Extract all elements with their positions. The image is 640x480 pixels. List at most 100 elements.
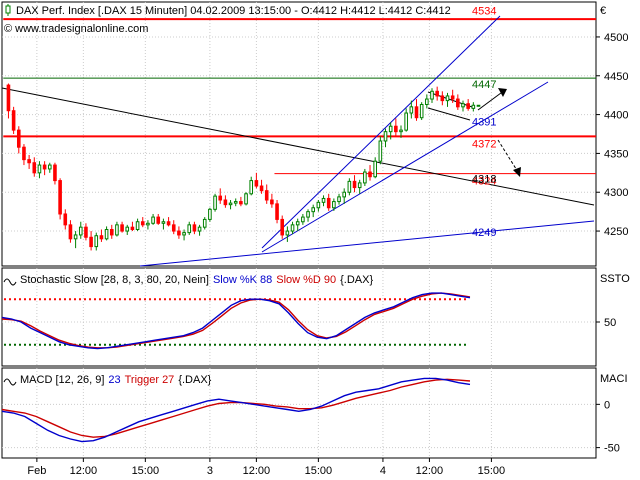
macd-trigger-line xyxy=(1,378,471,438)
candle-body xyxy=(249,180,254,195)
candle-body xyxy=(177,230,181,236)
candle-body xyxy=(166,221,171,226)
macd-pane: 0 -50 MACI MACD [12, 26, 9] 23 Trigger 27 {.DA… xyxy=(1,367,628,459)
chart-title: DAX Perf. Index [.DAX 15 Minuten] 04.02.… xyxy=(16,5,451,17)
candle-body xyxy=(89,236,93,248)
x-tick-label: 3 xyxy=(207,465,213,477)
flag-line-bottom xyxy=(427,107,471,121)
candle-body xyxy=(156,216,161,224)
stochastic-header: Stochastic Slow [28, 8, 3, 80, 20, Nein]… xyxy=(3,274,373,286)
x-tick-label: 12:00 xyxy=(70,465,98,477)
candle-body xyxy=(456,98,460,108)
candle-body xyxy=(109,229,114,236)
macd-legend: MACD [12, 26, 9] 23 Trigger 27 {.DAX} xyxy=(20,374,212,386)
price-pane: 4447 4372 4324 4534 4391 4318 4249 4250 4300 435… xyxy=(1,1,628,267)
arrow-down-icon xyxy=(497,139,519,173)
candle-body xyxy=(368,171,372,178)
candle-body xyxy=(11,110,16,131)
price-tick-label: 4300 xyxy=(604,187,628,199)
candle-body xyxy=(99,235,104,240)
candle-body xyxy=(466,103,470,109)
x-tick-label: Feb xyxy=(27,465,46,477)
candle-body xyxy=(58,180,62,215)
arrow-down-head-icon xyxy=(513,167,521,177)
price-tick-label: 4400 xyxy=(604,110,628,122)
channel-blue-upper xyxy=(261,15,501,249)
arrow-up-icon xyxy=(477,89,506,111)
price-tick-label: 4350 xyxy=(604,148,628,160)
channel-blue-lower xyxy=(261,81,549,253)
candle-body xyxy=(120,224,124,232)
candle-body xyxy=(270,199,274,205)
candle-body xyxy=(213,195,217,210)
stochastic-k-line xyxy=(1,292,471,350)
candle-body xyxy=(476,104,481,107)
x-axis: Feb 12:00 15:00 3 12:00 15:00 4 12:00 15:00 xyxy=(27,458,505,477)
candle-body xyxy=(73,234,78,240)
price-tick-label: 4450 xyxy=(604,71,628,83)
candle-body xyxy=(430,90,434,100)
candle-body xyxy=(326,197,331,209)
price-tick-label: 4500 xyxy=(604,32,628,44)
candle-body xyxy=(27,159,31,164)
candle-body xyxy=(161,221,166,224)
candle-body xyxy=(182,232,186,236)
candle-body xyxy=(404,112,408,131)
candle-body xyxy=(347,180,352,193)
candle-body xyxy=(264,190,269,201)
candle-body xyxy=(218,195,223,201)
arrow-up-head-icon xyxy=(498,88,507,97)
x-tick-label: 12:00 xyxy=(243,465,271,477)
candle-body xyxy=(146,222,150,226)
candle-body xyxy=(202,218,207,228)
price-pane-frame xyxy=(1,1,597,267)
candle-body xyxy=(125,226,130,232)
watermark: © www.tradesignalonline.com xyxy=(4,23,148,35)
candle-body xyxy=(171,224,176,232)
candle-body xyxy=(104,229,109,240)
trendline-black-downtrend xyxy=(1,87,595,206)
candle-body xyxy=(84,226,88,238)
price-y-axis: 4250 4300 4350 4400 4450 4500 xyxy=(596,32,628,238)
candle-body xyxy=(22,146,26,161)
candle-body xyxy=(187,224,192,234)
candle-body xyxy=(321,197,326,203)
candle-body xyxy=(461,103,465,108)
candle-body xyxy=(383,131,388,142)
stochastic-lines xyxy=(1,292,471,350)
candle-body xyxy=(192,224,197,232)
candle-body xyxy=(32,162,37,174)
candle-body xyxy=(140,221,145,226)
candle-body xyxy=(306,211,310,218)
macd-lines xyxy=(1,377,471,443)
candle-body xyxy=(316,201,321,209)
candle-body xyxy=(47,164,52,170)
macd-pane-frame xyxy=(1,367,597,459)
candle-body xyxy=(285,230,290,236)
stochastic-axis-label: SSTO xyxy=(600,273,630,285)
candle-body xyxy=(16,129,21,148)
x-tick-label: 15:00 xyxy=(305,465,333,477)
price-arrows xyxy=(477,88,521,177)
candle-body xyxy=(332,201,336,209)
level-label: 4318 xyxy=(472,173,496,185)
candle-body xyxy=(223,199,228,206)
candle-body xyxy=(471,104,476,109)
candle-body xyxy=(388,125,393,133)
candle-body xyxy=(130,226,135,231)
price-tick-label: 4250 xyxy=(604,226,628,238)
candle-body xyxy=(363,171,367,184)
candle-body xyxy=(337,196,341,203)
candle-body xyxy=(357,182,362,189)
candle-body xyxy=(53,164,57,182)
macd-y-axis: 0 -50 MACI xyxy=(596,373,628,455)
candle-body xyxy=(440,95,445,102)
candle-body xyxy=(42,164,47,170)
candle-body xyxy=(352,180,357,189)
x-tick-label: 4 xyxy=(380,465,386,477)
candle-body xyxy=(6,84,11,112)
macd-grid xyxy=(2,368,596,458)
price-levels xyxy=(3,18,596,175)
candle-body xyxy=(301,216,305,223)
